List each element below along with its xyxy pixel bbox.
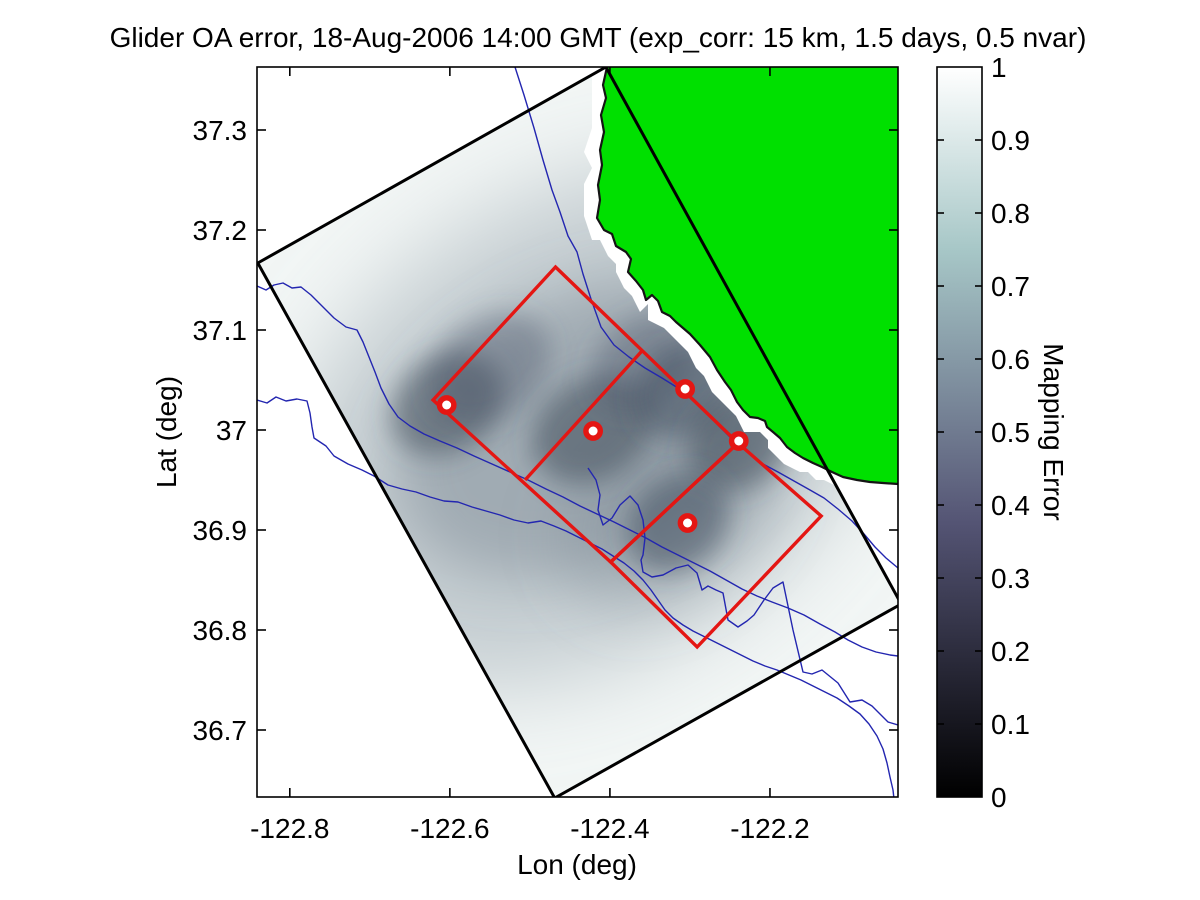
survey-box-b	[608, 440, 824, 650]
colorbar-tick-label: 0.3	[991, 563, 1030, 594]
colorbar-tick-label: 0.4	[991, 490, 1030, 521]
x-tick-label: -122.2	[730, 813, 809, 844]
glider-marker	[728, 431, 749, 451]
colorbar-tick-label: 0.5	[991, 417, 1030, 448]
land-polygon	[597, 67, 898, 484]
survey-box-a-divider	[523, 349, 644, 482]
colorbar-gradient	[937, 67, 982, 797]
x-tick-label: -122.8	[250, 813, 329, 844]
glider-marker	[583, 421, 604, 441]
y-tick-label: 37	[216, 415, 247, 446]
glider-marker	[675, 379, 696, 399]
x-tick-label: -122.6	[410, 813, 489, 844]
bathymetry-contour	[587, 467, 898, 726]
axes-box	[256, 66, 899, 798]
colorbar-tick-label: 0.2	[991, 636, 1030, 667]
colorbar-border	[936, 66, 983, 798]
oa-domain-outline	[257, 67, 898, 797]
y-tick-label: 37.3	[193, 115, 248, 146]
bathymetry-contour	[257, 396, 895, 797]
colorbar-tick-label: 0.6	[991, 344, 1030, 375]
colorbar-tick-label: 0.8	[991, 198, 1030, 229]
x-tick-label: -122.4	[570, 813, 649, 844]
y-tick-label: 37.2	[193, 215, 248, 246]
y-tick-label: 36.7	[193, 715, 248, 746]
axes: -122.8 -122.6 -122.4 -122.2 36.7 36.8 36.9 37 37…	[193, 66, 899, 844]
coastline	[595, 67, 898, 486]
glider-marker	[436, 395, 457, 415]
y-tick-label: 36.8	[193, 615, 248, 646]
coast-gap-strip	[584, 67, 898, 496]
colorbar-tick-label: 0	[991, 782, 1007, 813]
error-field-blob	[428, 313, 550, 423]
x-axis-label: Lon (deg)	[517, 849, 637, 880]
chart-title: Glider OA error, 18-Aug-2006 14:00 GMT (…	[110, 22, 1087, 53]
colorbar-tick-label: 1	[991, 52, 1007, 83]
colorbar-tick-label: 0.1	[991, 709, 1030, 740]
colorbar: 0 0.1 0.2 0.3 0.4 0.5 0.6 0.7 0.8 0.9 1	[936, 52, 1030, 813]
colorbar-tick-label: 0.7	[991, 271, 1030, 302]
y-tick-label: 37.1	[193, 315, 248, 346]
glider-marker	[677, 513, 698, 533]
colorbar-label: Mapping Error	[1038, 343, 1069, 520]
colorbar-tick-label: 0.9	[991, 125, 1030, 156]
y-axis-label: Lat (deg)	[151, 376, 182, 488]
y-tick-label: 36.9	[193, 515, 248, 546]
